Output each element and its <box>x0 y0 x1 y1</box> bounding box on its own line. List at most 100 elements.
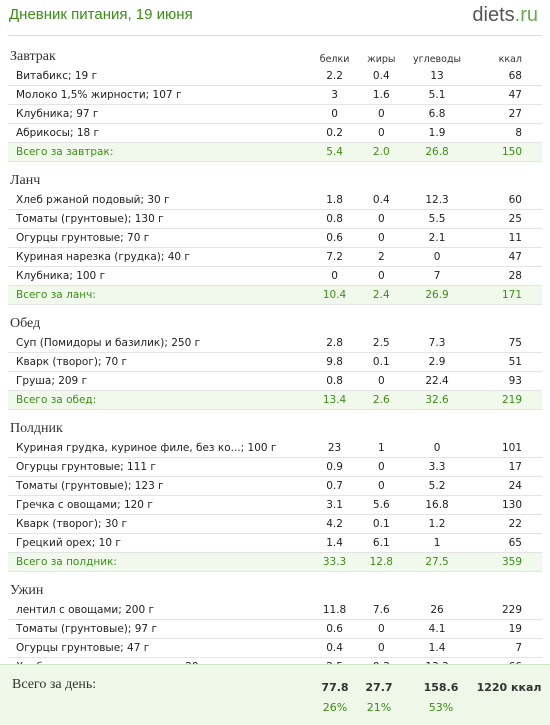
food-carbs: 2.1 <box>401 228 473 248</box>
food-protein: 9.8 <box>308 352 361 372</box>
meal-total-fat: 2.4 <box>360 285 402 305</box>
food-kcal: 28 <box>472 266 542 286</box>
food-kcal: 101 <box>472 439 542 458</box>
food-row[interactable]: Кварк (творог); 30 г 4.2 0.1 1.2 22 <box>8 514 542 534</box>
food-carbs: 1.2 <box>401 514 473 534</box>
header-blank <box>308 578 361 601</box>
header-divider <box>8 35 542 36</box>
meal-header: Завтрак белки жиры углеводы ккал <box>8 44 542 67</box>
food-row[interactable]: Огурцы грунтовые; 111 г 0.9 0 3.3 17 <box>8 457 542 477</box>
food-kcal: 65 <box>472 533 542 553</box>
food-row[interactable]: Хлеб ржаной подовый; 30 г 1.8 0.4 12.3 60 <box>8 191 542 210</box>
food-protein: 0.4 <box>308 638 361 658</box>
food-protein: 0.6 <box>308 228 361 248</box>
site-logo[interactable]: diets.ru <box>472 4 538 27</box>
food-carbs: 7 <box>401 266 473 286</box>
food-fat: 0.4 <box>360 67 402 86</box>
meal-total-protein: 10.4 <box>308 285 361 305</box>
meal-total-row: Всего за ланч: 10.4 2.4 26.9 171 <box>8 285 542 305</box>
day-fat-pct: 21% <box>366 701 392 714</box>
food-row[interactable]: Томаты (грунтовые); 97 г 0.6 0 4.1 19 <box>8 619 542 639</box>
food-fat: 0 <box>360 619 402 639</box>
meal-total-fat: 2.6 <box>360 390 402 410</box>
food-protein: 2.2 <box>308 67 361 86</box>
food-kcal: 11 <box>472 228 542 248</box>
food-row[interactable]: Груша; 209 г 0.8 0 22.4 93 <box>8 371 542 391</box>
meal-total-carbs: 26.9 <box>401 285 473 305</box>
meal-total-carbs: 32.6 <box>401 390 473 410</box>
food-carbs: 13 <box>401 67 473 86</box>
meal-total-protein: 5.4 <box>308 142 361 162</box>
food-name: Абрикосы; 18 г <box>8 123 309 143</box>
header-blank <box>472 311 542 334</box>
food-kcal: 25 <box>472 209 542 229</box>
food-row[interactable]: Суп (Помидоры и базилик); 250 г 2.8 2.5 7.3… <box>8 334 542 353</box>
food-row[interactable]: лентил с овощами; 200 г 11.8 7.6 26 229 <box>8 601 542 620</box>
food-protein: 2.8 <box>308 334 361 353</box>
header-blank <box>402 578 473 601</box>
food-row[interactable]: Витабикс; 19 г 2.2 0.4 13 68 <box>8 67 542 86</box>
header-blank <box>308 416 361 439</box>
food-name: Витабикс; 19 г <box>8 67 309 86</box>
food-name: Кварк (творог); 30 г <box>8 514 309 534</box>
food-fat: 0 <box>360 104 402 124</box>
food-row[interactable]: Куриная нарезка (грудка); 40 г 7.2 2 0 47 <box>8 247 542 267</box>
food-protein: 3 <box>308 85 361 105</box>
header-blank <box>472 168 542 191</box>
food-row[interactable]: Клубника; 100 г 0 0 7 28 <box>8 266 542 286</box>
food-protein: 0.2 <box>308 123 361 143</box>
food-name: Томаты (грунтовые); 130 г <box>8 209 309 229</box>
page-header: Дневник питания, 19 июня diets.ru <box>0 0 550 36</box>
food-kcal: 60 <box>472 191 542 210</box>
food-carbs: 12.3 <box>401 191 473 210</box>
food-carbs: 1.4 <box>401 638 473 658</box>
day-fat: 27.7 <box>365 681 393 694</box>
header-blank <box>402 168 473 191</box>
food-protein: 1.4 <box>308 533 361 553</box>
meal-name: Ужин <box>10 583 44 598</box>
food-row[interactable]: Клубника; 97 г 0 0 6.8 27 <box>8 104 542 124</box>
day-carbs-pct: 53% <box>428 701 454 714</box>
column-header-protein: белки <box>319 54 350 65</box>
food-carbs: 4.1 <box>401 619 473 639</box>
food-carbs: 5.1 <box>401 85 473 105</box>
header-blank <box>361 578 402 601</box>
food-fat: 6.1 <box>360 533 402 553</box>
meal-total-fat: 12.8 <box>360 552 402 572</box>
food-fat: 0 <box>360 266 402 286</box>
food-kcal: 93 <box>472 371 542 391</box>
meal-name: Обед <box>10 316 41 331</box>
meal-total-kcal: 359 <box>472 552 542 572</box>
food-fat: 1.6 <box>360 85 402 105</box>
food-protein: 0.8 <box>308 371 361 391</box>
food-row[interactable]: Молоко 1,5% жирности; 107 г 3 1.6 5.1 47 <box>8 85 542 105</box>
food-row[interactable]: Кварк (творог); 70 г 9.8 0.1 2.9 51 <box>8 352 542 372</box>
food-row[interactable]: Огурцы грунтовые; 70 г 0.6 0 2.1 11 <box>8 228 542 248</box>
food-row[interactable]: Гречка с овощами; 120 г 3.1 5.6 16.8 130 <box>8 495 542 515</box>
meal-name: Ланч <box>10 173 41 188</box>
food-row[interactable]: Томаты (грунтовые); 123 г 0.7 0 5.2 24 <box>8 476 542 496</box>
food-protein: 4.2 <box>308 514 361 534</box>
page-title: Дневник питания, 19 июня <box>9 6 193 23</box>
meal-header: Ужин <box>8 578 542 601</box>
food-fat: 1 <box>360 439 402 458</box>
food-row[interactable]: Огурцы грунтовые; 47 г 0.4 0 1.4 7 <box>8 638 542 658</box>
food-kcal: 17 <box>472 457 542 477</box>
meal-total-label: Всего за обед: <box>8 390 309 410</box>
food-protein: 3.1 <box>308 495 361 515</box>
food-protein: 0.9 <box>308 457 361 477</box>
food-protein: 23 <box>308 439 361 458</box>
food-name: Томаты (грунтовые); 123 г <box>8 476 309 496</box>
food-kcal: 47 <box>472 85 542 105</box>
food-row[interactable]: Абрикосы; 18 г 0.2 0 1.9 8 <box>8 123 542 143</box>
food-row[interactable]: Грецкий орех; 10 г 1.4 6.1 1 65 <box>8 533 542 553</box>
column-header-carbs: углеводы <box>413 54 462 65</box>
food-fat: 7.6 <box>360 601 402 620</box>
meal-header: Полдник <box>8 416 542 439</box>
food-row[interactable]: Куриная грудка, куриное филе, без ко...;… <box>8 439 542 458</box>
food-row[interactable]: Томаты (грунтовые); 130 г 0.8 0 5.5 25 <box>8 209 542 229</box>
header-blank <box>308 311 361 334</box>
food-carbs: 2.9 <box>401 352 473 372</box>
food-name: Грецкий орех; 10 г <box>8 533 309 553</box>
food-name: Куриная нарезка (грудка); 40 г <box>8 247 309 267</box>
